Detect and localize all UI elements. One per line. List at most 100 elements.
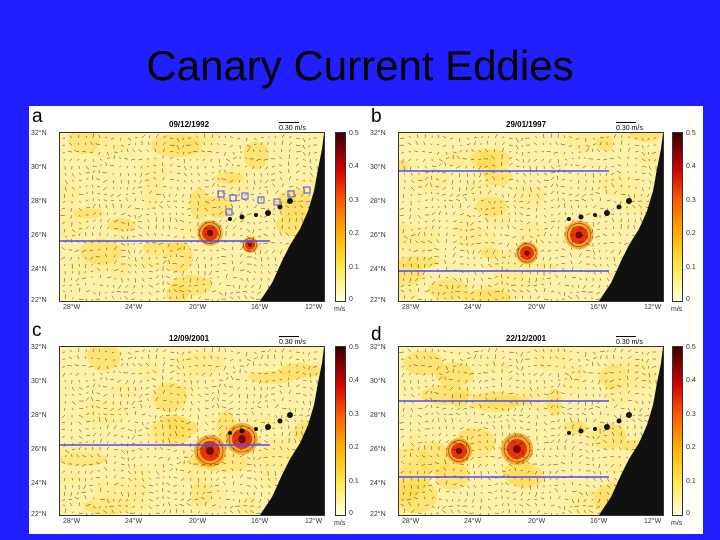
speed-blob xyxy=(149,417,169,451)
panel-d: d 22/12/2001 0.30 m/s 32°N 30°N 28°N 26°… xyxy=(366,320,703,534)
panel-c: c 12/09/2001 0.30 m/s 32°N 30°N 28°N 26°… xyxy=(29,320,366,534)
colorbar-tick: 0.5 xyxy=(686,130,696,137)
colorbar-tick: 0.2 xyxy=(349,230,359,237)
speed-blob xyxy=(427,279,470,301)
colorbar-tick: 0.1 xyxy=(349,264,359,271)
lat-tick: 22°N xyxy=(370,297,386,304)
lat-tick: 32°N xyxy=(370,130,386,137)
colorbar-tick: 0.5 xyxy=(349,344,359,351)
speed-blob xyxy=(189,188,210,220)
lat-tick: 32°N xyxy=(31,344,47,351)
speed-blob xyxy=(247,415,285,430)
speed-blob xyxy=(107,218,136,232)
scale-arrow xyxy=(279,336,299,337)
lon-tick: 20°W xyxy=(189,518,207,525)
speed-blob xyxy=(434,362,474,387)
lat-tick: 26°N xyxy=(370,232,386,239)
speed-blob xyxy=(565,133,600,153)
speed-blob xyxy=(140,157,168,187)
station-boxes xyxy=(217,186,311,216)
speed-blob xyxy=(73,208,105,219)
canary-islands xyxy=(228,412,293,435)
speed-blob xyxy=(461,288,512,301)
colorbar-tick: 0 xyxy=(686,296,690,303)
velocity-map xyxy=(398,346,664,516)
lon-tick: 12°W xyxy=(644,304,662,311)
lat-tick: 22°N xyxy=(370,511,386,518)
lon-tick: 24°W xyxy=(464,304,482,311)
panel-date: 22/12/2001 xyxy=(506,334,547,343)
lat-tick: 32°N xyxy=(370,344,386,351)
scale-label: 0.30 m/s xyxy=(279,339,306,346)
colorbar-tick: 0.4 xyxy=(686,377,696,384)
colorbar-tick: 0.1 xyxy=(686,478,696,485)
speed-blob xyxy=(80,400,129,426)
eddy xyxy=(515,241,539,265)
panel-date: 29/01/1997 xyxy=(506,120,547,129)
velocity-map xyxy=(59,132,325,302)
speed-blob xyxy=(109,267,132,278)
speed-blob xyxy=(113,383,140,398)
lat-tick: 22°N xyxy=(31,297,47,304)
velocity-map xyxy=(59,346,325,516)
speed-blob xyxy=(87,347,121,371)
lon-tick: 20°W xyxy=(528,304,546,311)
lat-tick: 28°N xyxy=(370,198,386,205)
scale-arrow xyxy=(616,122,636,123)
speed-colorbar xyxy=(672,132,683,302)
colorbar-tick: 0.2 xyxy=(686,444,696,451)
colorbar-tick: 0.1 xyxy=(686,264,696,271)
lat-tick: 24°N xyxy=(370,266,386,273)
velocity-arrows xyxy=(61,347,321,515)
lat-tick: 28°N xyxy=(31,198,47,205)
colorbar-unit: m/s xyxy=(671,306,683,313)
lat-tick: 30°N xyxy=(31,164,47,171)
speed-blob xyxy=(484,166,513,186)
colorbar-tick: 0.4 xyxy=(349,377,359,384)
lon-tick: 16°W xyxy=(251,304,269,311)
speed-blob xyxy=(502,460,536,486)
lat-tick: 24°N xyxy=(370,480,386,487)
colorbar-tick: 0.3 xyxy=(686,411,696,418)
slide-title: Canary Current Eddies xyxy=(146,42,574,89)
lat-tick: 30°N xyxy=(370,164,386,171)
speed-blob xyxy=(483,359,510,374)
lon-tick: 12°W xyxy=(644,518,662,525)
eddy xyxy=(194,435,226,467)
velocity-map xyxy=(398,132,664,302)
lon-tick: 24°W xyxy=(464,518,482,525)
speed-colorbar xyxy=(335,346,346,516)
speed-blob xyxy=(136,362,160,380)
lat-tick: 24°N xyxy=(31,266,47,273)
speed-blob xyxy=(181,375,198,396)
speed-blob xyxy=(451,392,469,409)
speed-blob xyxy=(585,427,614,448)
lon-tick: 16°W xyxy=(590,518,608,525)
colorbar-unit: m/s xyxy=(671,520,683,527)
panel-label: b xyxy=(371,106,382,127)
speed-blob xyxy=(150,134,202,158)
colorbar-tick: 0 xyxy=(349,296,353,303)
speed-blob xyxy=(636,152,663,167)
panel-label: a xyxy=(32,106,43,127)
speed-colorbar xyxy=(335,132,346,302)
canary-islands xyxy=(567,198,632,221)
african-coast xyxy=(599,347,663,515)
colorbar-tick: 0.3 xyxy=(349,411,359,418)
panel-label: c xyxy=(32,320,42,341)
speed-blob xyxy=(214,172,244,184)
eddy xyxy=(226,423,258,455)
lon-tick: 20°W xyxy=(528,518,546,525)
lon-tick: 12°W xyxy=(305,304,323,311)
scale-arrow xyxy=(616,336,636,337)
speed-blob xyxy=(259,471,278,489)
speed-blob xyxy=(470,149,511,168)
colorbar-tick: 0.2 xyxy=(686,230,696,237)
speed-blob xyxy=(403,350,444,376)
lat-tick: 24°N xyxy=(31,480,47,487)
colorbar-tick: 0.3 xyxy=(349,197,359,204)
panel-b: b 29/01/1997 0.30 m/s 32°N 30°N 28°N 26°… xyxy=(366,106,703,320)
speed-blob xyxy=(475,196,508,217)
scale-arrow xyxy=(279,122,299,123)
african-coast xyxy=(260,133,324,301)
